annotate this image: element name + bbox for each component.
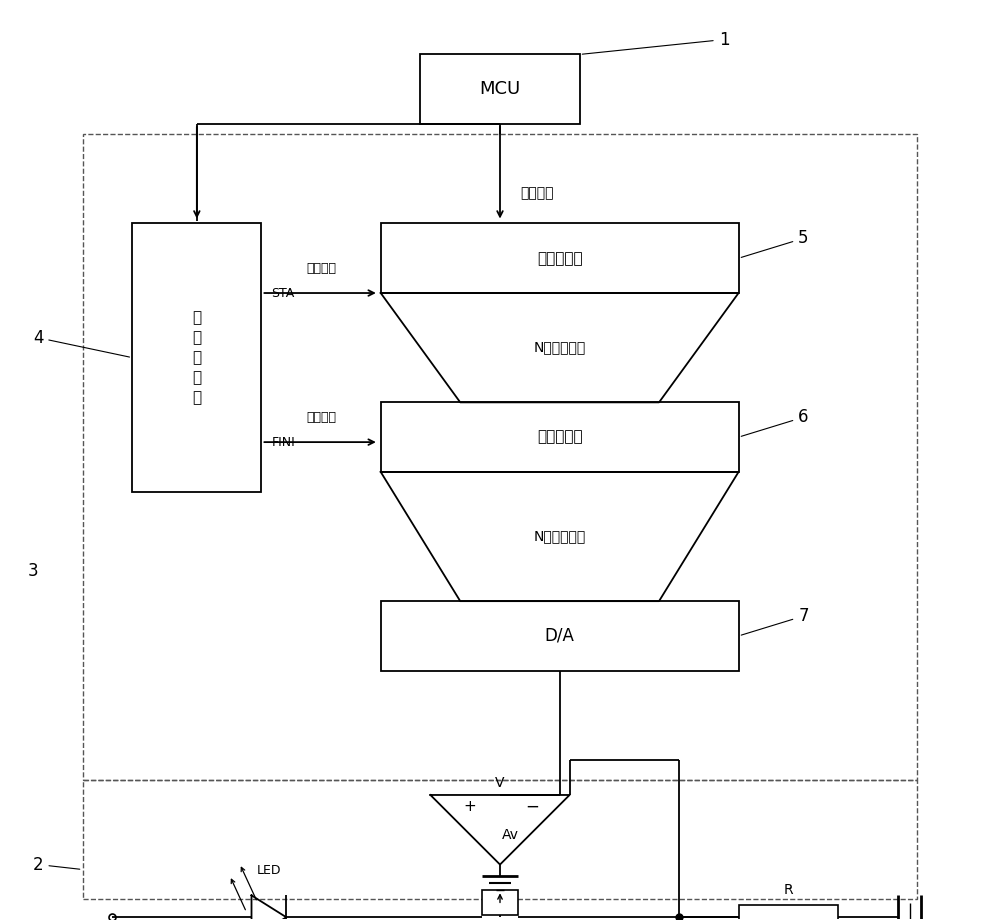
- Text: 7: 7: [741, 607, 809, 635]
- Text: LED: LED: [257, 864, 281, 877]
- Text: 起始脉冲: 起始脉冲: [306, 262, 336, 275]
- Text: V: V: [495, 776, 505, 790]
- Text: 结束脉冲: 结束脉冲: [306, 411, 336, 424]
- Text: 串行输入: 串行输入: [520, 186, 553, 201]
- Text: 1: 1: [582, 30, 729, 54]
- Text: STA: STA: [271, 287, 295, 300]
- Text: R: R: [783, 883, 793, 897]
- Text: 5: 5: [741, 230, 809, 257]
- Text: −: −: [525, 798, 539, 816]
- Text: 输出寄存器: 输出寄存器: [537, 430, 582, 444]
- Text: D/A: D/A: [545, 627, 575, 645]
- Text: N位并行输出: N位并行输出: [534, 529, 586, 544]
- Bar: [381, 223, 739, 293]
- Bar: [132, 223, 261, 491]
- Text: +: +: [464, 799, 477, 814]
- Text: 控
制
寄
存
器: 控 制 寄 存 器: [192, 311, 201, 405]
- Text: 4: 4: [33, 329, 130, 357]
- Bar: [83, 134, 917, 780]
- Text: 接收寄存器: 接收寄存器: [537, 251, 582, 266]
- Text: MCU: MCU: [479, 80, 521, 99]
- Text: FINI: FINI: [271, 435, 295, 449]
- Bar: [381, 601, 739, 670]
- Bar: [420, 54, 580, 124]
- Bar: [739, 905, 838, 922]
- Text: 3: 3: [28, 562, 38, 580]
- Bar: [83, 780, 917, 899]
- Text: 6: 6: [741, 408, 809, 436]
- Bar: [381, 402, 739, 472]
- Bar: [482, 891, 518, 916]
- Text: N位并行输出: N位并行输出: [534, 341, 586, 355]
- Text: 2: 2: [33, 856, 80, 873]
- Text: Av: Av: [501, 828, 518, 842]
